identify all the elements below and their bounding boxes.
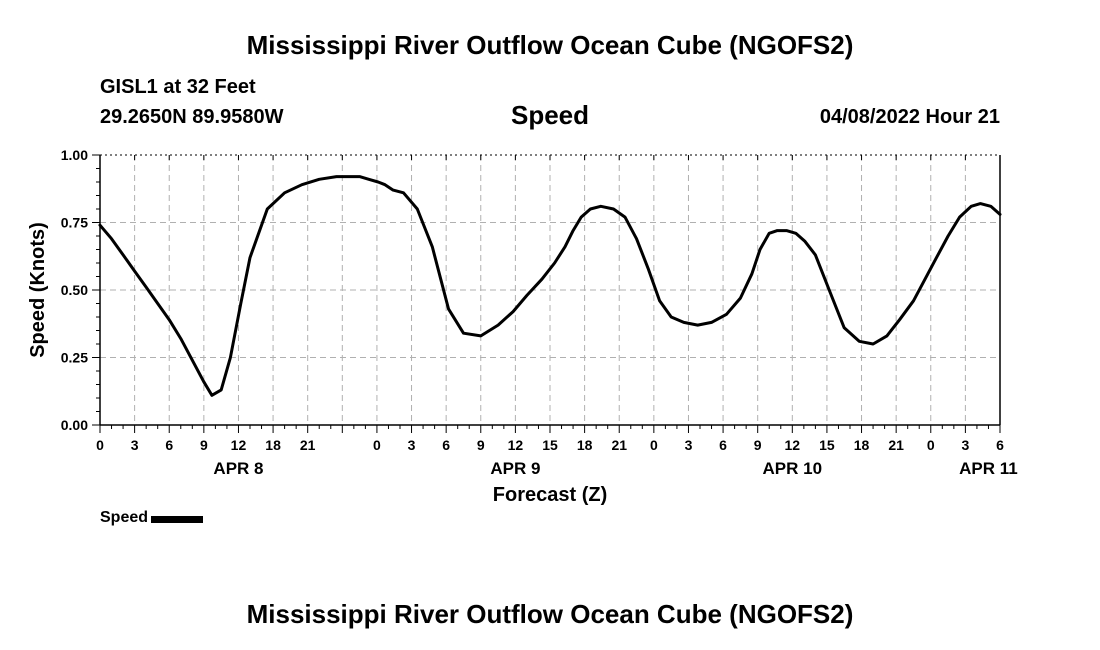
x-tick-label: 6: [719, 437, 727, 453]
x-tick-label: 21: [300, 437, 316, 453]
station-name: GISL1 at 32 Feet: [100, 76, 256, 98]
x-axis-title: Forecast (Z): [493, 484, 607, 506]
x-tick-label: 6: [165, 437, 173, 453]
x-tick-label: 9: [200, 437, 208, 453]
series-line-speed: [98, 175, 1002, 397]
y-tick-label: 0.00: [61, 417, 88, 433]
x-tick-label: 0: [927, 437, 935, 453]
x-tick-label: 15: [819, 437, 835, 453]
x-tick-label: 0: [373, 437, 381, 453]
x-tick-label: 12: [231, 437, 247, 453]
x-tick-label: 12: [785, 437, 801, 453]
x-tick-label: 6: [996, 437, 1004, 453]
forecast-datetime: 04/08/2022 Hour 21: [819, 106, 1000, 128]
x-tick-label: 0: [650, 437, 658, 453]
x-day-label: APR 11: [959, 459, 1018, 478]
x-tick-label: 0: [96, 437, 104, 453]
x-tick-label: 18: [854, 437, 870, 453]
legend-label: Speed: [100, 509, 149, 526]
x-day-label: APR 9: [490, 459, 540, 478]
series-layer: [98, 175, 1002, 397]
x-tick-label: 3: [408, 437, 416, 453]
x-tick-label: 21: [611, 437, 627, 453]
x-tick-label: 3: [685, 437, 693, 453]
y-tick-label: 0.25: [61, 350, 88, 366]
y-tick-label: 1.00: [61, 147, 88, 163]
x-tick-label: 18: [577, 437, 593, 453]
page-title: Mississippi River Outflow Ocean Cube (NG…: [246, 30, 854, 60]
legend: Speed: [100, 509, 204, 527]
x-tick-label: 18: [265, 437, 281, 453]
axis-layer: [92, 154, 1001, 433]
chart-title: Speed: [510, 100, 590, 130]
x-tick-label: 15: [542, 437, 558, 453]
grid-layer: [100, 154, 1000, 425]
x-tick-label: 12: [508, 437, 524, 453]
x-day-label: APR 8: [213, 459, 263, 478]
x-day-label: APR 10: [763, 459, 823, 478]
x-tick-label: 21: [888, 437, 904, 453]
x-tick-label: 3: [961, 437, 969, 453]
x-tick-label: 9: [754, 437, 762, 453]
footer-title: Mississippi River Outflow Ocean Cube (NG…: [246, 599, 854, 629]
y-tick-label: 0.75: [61, 215, 88, 231]
y-axis-title: Speed (Knots): [27, 222, 49, 358]
x-tick-label: 9: [477, 437, 485, 453]
label-layer: 0.00 0.25 0.50 0.75 1.00 0 3 6 9 12 18 21 0 3 6 9 12 15 18…: [27, 147, 1018, 506]
x-tick-label: 6: [442, 437, 450, 453]
legend-swatch: [151, 515, 204, 523]
x-tick-label: 3: [131, 437, 139, 453]
station-coordinates: 29.2650N 89.9580W: [100, 106, 284, 128]
y-tick-label: 0.50: [61, 282, 88, 298]
